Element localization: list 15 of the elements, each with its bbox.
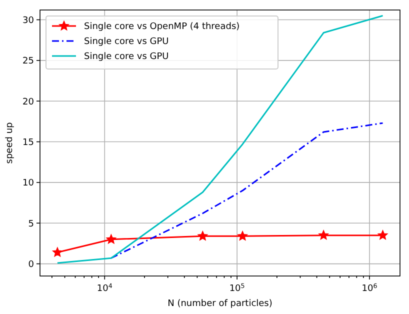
y-tick-label: 5 <box>28 219 34 230</box>
legend-label: Single core vs GPU <box>84 37 169 48</box>
legend-label: Single core vs GPU <box>84 52 169 62</box>
y-tick-label: 15 <box>22 138 34 148</box>
y-tick-label: 0 <box>28 260 34 270</box>
x-tick-label: 10$^{4}$ <box>96 282 112 294</box>
x-tick-label: 10$^{6}$ <box>362 282 378 294</box>
y-tick-label: 30 <box>22 16 34 26</box>
x-axis-title: N (number of particles) <box>168 299 272 309</box>
y-tick-label: 10 <box>22 178 34 189</box>
y-tick-label: 20 <box>22 97 34 108</box>
y-axis-title: speed up <box>5 122 15 164</box>
y-tick-label: 25 <box>22 56 34 67</box>
x-tick-label: 10$^{5}$ <box>229 282 245 294</box>
legend-label: Single core vs OpenMP (4 threads) <box>84 22 240 32</box>
